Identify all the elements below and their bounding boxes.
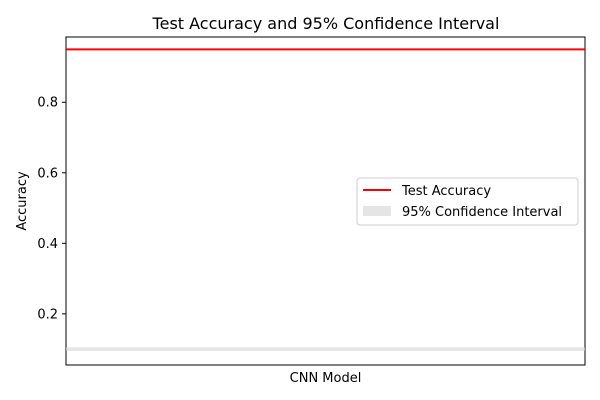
legend: Test Accuracy 95% Confidence Interval bbox=[356, 177, 579, 226]
axes-frame bbox=[65, 36, 586, 366]
y-tick-label: 0.2 bbox=[37, 307, 58, 322]
y-axis-ticks: 0.2 0.4 0.6 0.8 bbox=[37, 96, 66, 322]
y-tick-label: 0.6 bbox=[37, 166, 58, 181]
y-tick-label: 0.8 bbox=[37, 96, 58, 111]
chart-title: Test Accuracy and 95% Confidence Interva… bbox=[152, 14, 500, 33]
legend-confidence-interval-label: 95% Confidence Interval bbox=[402, 205, 562, 220]
plot-area bbox=[65, 36, 586, 366]
legend-test-accuracy-label: Test Accuracy bbox=[401, 184, 491, 199]
legend-box bbox=[356, 177, 579, 226]
confidence-interval-band bbox=[66, 347, 585, 351]
legend-confidence-interval-swatch bbox=[363, 206, 391, 216]
y-tick-label: 0.4 bbox=[37, 237, 58, 252]
x-tick-label: CNN Model bbox=[290, 371, 362, 386]
y-axis-label: Accuracy bbox=[15, 171, 30, 231]
